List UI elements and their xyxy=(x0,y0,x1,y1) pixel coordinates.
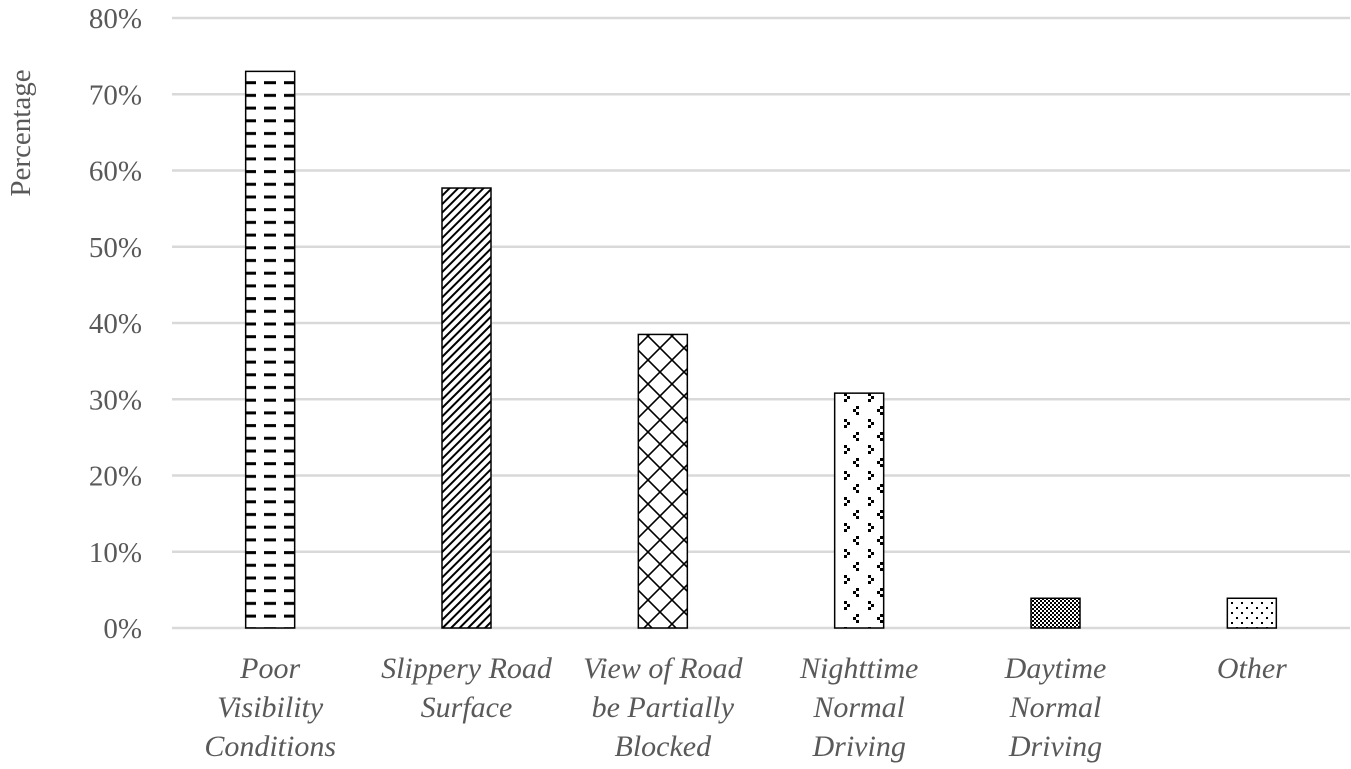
x-category-label: Poor xyxy=(239,652,300,685)
bar xyxy=(1030,597,1081,629)
x-axis-categories: Poor Visibility Conditions Slippery Road Sur… xyxy=(204,652,1287,763)
x-category-label: Daytime xyxy=(1004,652,1107,685)
x-category-label: Driving xyxy=(1008,730,1102,763)
x-category-label: Slippery Road xyxy=(381,652,553,685)
bar xyxy=(1226,597,1278,629)
x-category-label: Driving xyxy=(812,730,906,763)
x-category-label: Blocked xyxy=(615,730,713,763)
bars xyxy=(244,70,1278,629)
x-category-label: Visibility xyxy=(217,691,324,724)
y-axis-ticks: 0% 10% 20% 30% 40% 50% 60% 70% 80% xyxy=(89,3,142,645)
y-axis-title: Percentage xyxy=(5,69,37,196)
y-tick-label: 60% xyxy=(89,156,142,188)
x-category-label: View of Road xyxy=(583,652,743,685)
x-category-label: Normal xyxy=(1009,691,1102,724)
y-tick-label: 70% xyxy=(89,79,142,111)
bar xyxy=(441,187,492,629)
x-category-label: be Partially xyxy=(592,691,735,724)
x-category-label: Normal xyxy=(812,691,905,724)
gridlines xyxy=(172,16,1350,630)
bar xyxy=(244,70,296,629)
y-tick-label: 10% xyxy=(89,537,142,569)
y-tick-label: 80% xyxy=(89,3,142,35)
bar xyxy=(637,333,689,629)
x-category-label: Conditions xyxy=(204,730,336,763)
x-category-label: Surface xyxy=(421,691,513,724)
y-tick-label: 40% xyxy=(89,308,142,340)
y-tick-label: 30% xyxy=(89,384,142,416)
y-tick-label: 50% xyxy=(89,232,142,264)
bar xyxy=(833,392,885,629)
y-tick-label: 0% xyxy=(103,613,142,645)
y-tick-label: 20% xyxy=(89,461,142,493)
x-category-label: Other xyxy=(1217,652,1287,685)
x-category-label: Nighttime xyxy=(799,652,918,685)
